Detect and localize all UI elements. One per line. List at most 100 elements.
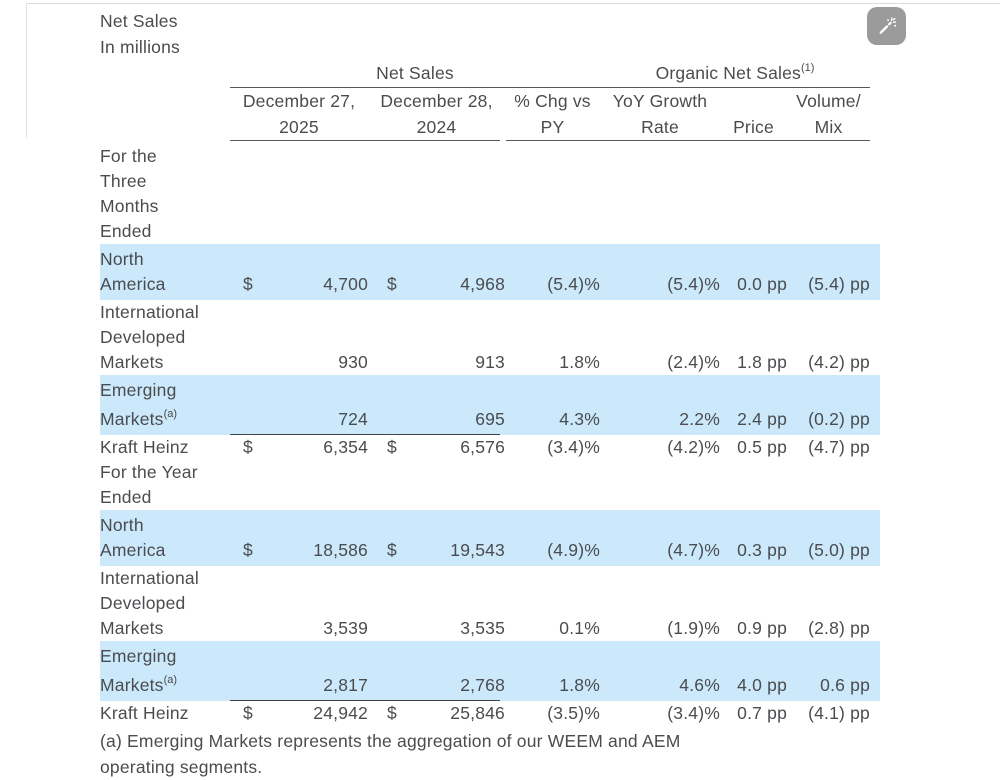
col-header-yoy-growth-rate: YoY Growth Rate xyxy=(612,91,708,137)
pct-chg-py: (3.5)% xyxy=(547,702,600,723)
yoy-growth-rate: 2.2% xyxy=(679,408,720,429)
value-2025: 18,586 xyxy=(313,539,368,560)
col-header-price: Price xyxy=(733,117,774,137)
pct-chg-py: 1.8% xyxy=(559,674,600,695)
row-north-america-fy: North America $ 18,586 $ 19,543 (4.9)% (… xyxy=(100,509,880,566)
table-group-header: Net Sales Organic Net Sales(1) xyxy=(100,60,870,88)
row-kraft-heinz-3m: Kraft Heinz $ 6,354 $ 6,576 (3.4)% (4.2)… xyxy=(100,435,880,460)
row-emerging-markets-fy: Emerging Markets(a) 2,817 2,768 1.8% 4.6… xyxy=(100,640,880,701)
volume-mix-pp: 0.6 pp xyxy=(820,674,870,695)
price-pp: 1.8 pp xyxy=(737,352,787,372)
volume-mix-pp: (5.4) pp xyxy=(808,274,870,294)
row-label: International Developed Markets xyxy=(100,567,199,638)
price-pp: 0.9 pp xyxy=(737,617,787,638)
header-rule xyxy=(100,140,870,142)
value-2025: 930 xyxy=(338,352,368,372)
pct-chg-py: (5.4)% xyxy=(547,274,600,294)
row-label: Kraft Heinz xyxy=(100,702,189,723)
section-label: For the Year Ended xyxy=(100,461,198,507)
price-pp: 0.5 pp xyxy=(737,436,787,457)
value-2025: 2,817 xyxy=(323,674,368,695)
row-kraft-heinz-fy: Kraft Heinz $ 24,942 $ 25,846 (3.5)% (3.… xyxy=(100,701,880,726)
yoy-growth-rate: (1.9)% xyxy=(667,617,720,638)
row-north-america-3m: North America $ 4,700 $ 4,968 (5.4)% (5.… xyxy=(100,244,880,300)
table-column-headers: December 27, 2025 December 28, 2024 % Ch… xyxy=(100,88,870,140)
row-section-three-months: For the Three Months Ended xyxy=(100,144,880,244)
yoy-growth-rate: (4.2)% xyxy=(667,436,720,457)
volume-mix-pp: (5.0) pp xyxy=(808,539,870,560)
value-2024: 2,768 xyxy=(460,674,505,695)
col-header-dec27-2025: December 27, 2025 xyxy=(242,91,356,137)
volume-mix-pp: (4.2) pp xyxy=(808,352,870,372)
section-label: For the Three Months Ended xyxy=(100,146,159,241)
col-header-dec28-2024: December 28, 2024 xyxy=(380,91,493,137)
col-header-spacer xyxy=(100,88,230,140)
yoy-growth-rate: (4.7)% xyxy=(667,539,720,560)
pct-chg-py: (3.4)% xyxy=(547,436,600,457)
row-label: North America xyxy=(100,249,166,294)
page-subtitle: In millions xyxy=(100,37,181,57)
price-pp: 2.4 pp xyxy=(737,408,787,429)
value-2024: 19,543 xyxy=(450,539,505,560)
footnote: (a) Emerging Markets represents the aggr… xyxy=(100,730,681,777)
currency-symbol: $ xyxy=(243,539,253,560)
row-label: North America xyxy=(100,514,166,560)
value-2024: 25,846 xyxy=(450,702,505,723)
volume-mix-pp: (4.1) pp xyxy=(808,702,870,723)
value-2025: 24,942 xyxy=(313,702,368,723)
value-2024: 3,535 xyxy=(460,617,505,638)
row-label: Kraft Heinz xyxy=(100,436,189,457)
report-panel: Net Sales In millions Net Sales Organic … xyxy=(100,8,890,780)
pct-chg-py: 4.3% xyxy=(559,408,600,429)
table-body: For the Three Months Ended North America… xyxy=(100,144,890,726)
value-2024: 4,968 xyxy=(460,274,505,294)
header-rule-right xyxy=(505,140,870,142)
currency-symbol: $ xyxy=(387,702,397,723)
yoy-growth-rate: (2.4)% xyxy=(667,352,720,372)
group-header-spacer xyxy=(100,60,230,87)
page-title: Net Sales xyxy=(100,11,178,31)
currency-symbol: $ xyxy=(243,274,253,294)
group-header-organic-net-sales: Organic Net Sales(1) xyxy=(600,60,870,88)
row-section-year: For the Year Ended xyxy=(100,460,880,510)
magic-wand-icon xyxy=(875,15,898,38)
panel-left-border xyxy=(26,3,27,138)
row-label: Emerging Markets(a) xyxy=(100,380,178,429)
col-header-volume-mix: Volume/ Mix xyxy=(796,91,861,137)
value-2024: 695 xyxy=(475,408,505,429)
footnote-ref-a: (a) xyxy=(163,408,178,420)
price-pp: 0.7 pp xyxy=(737,702,787,723)
panel-top-border xyxy=(26,3,1000,4)
yoy-growth-rate: 4.6% xyxy=(679,674,720,695)
value-2024: 913 xyxy=(475,352,505,372)
price-pp: 0.3 pp xyxy=(737,539,787,560)
row-label: Emerging Markets(a) xyxy=(100,645,178,695)
value-2025: 3,539 xyxy=(323,617,368,638)
volume-mix-pp: (0.2) pp xyxy=(808,408,870,429)
volume-mix-pp: (2.8) pp xyxy=(808,617,870,638)
yoy-growth-rate: (5.4)% xyxy=(667,274,720,294)
header-rule-left xyxy=(230,140,505,142)
value-2025: 724 xyxy=(338,408,368,429)
value-2025: 6,354 xyxy=(323,436,368,457)
currency-symbol: $ xyxy=(243,702,253,723)
currency-symbol: $ xyxy=(243,436,253,457)
footnote-ref-1: (1) xyxy=(800,62,815,75)
row-intl-developed-fy: International Developed Markets 3,539 3,… xyxy=(100,566,880,641)
price-pp: 0.0 pp xyxy=(737,274,787,294)
value-2025: 4,700 xyxy=(323,274,368,294)
value-2024: 6,576 xyxy=(460,436,505,457)
price-pp: 4.0 pp xyxy=(737,674,787,695)
col-header-pct-chg-py: % Chg vs PY xyxy=(514,91,591,137)
currency-symbol: $ xyxy=(387,274,397,294)
volume-mix-pp: (4.7) pp xyxy=(808,436,870,457)
magic-wand-button[interactable] xyxy=(867,7,906,45)
row-intl-developed-3m: International Developed Markets 930 913 … xyxy=(100,300,880,375)
currency-symbol: $ xyxy=(387,436,397,457)
group-header-net-sales: Net Sales xyxy=(230,60,600,88)
pct-chg-py: 1.8% xyxy=(559,352,600,372)
footnote-ref-a: (a) xyxy=(163,673,178,686)
row-emerging-markets-3m: Emerging Markets(a) 724 695 4.3% 2.2% 2.… xyxy=(100,375,880,435)
currency-symbol: $ xyxy=(387,539,397,560)
yoy-growth-rate: (3.4)% xyxy=(667,702,720,723)
